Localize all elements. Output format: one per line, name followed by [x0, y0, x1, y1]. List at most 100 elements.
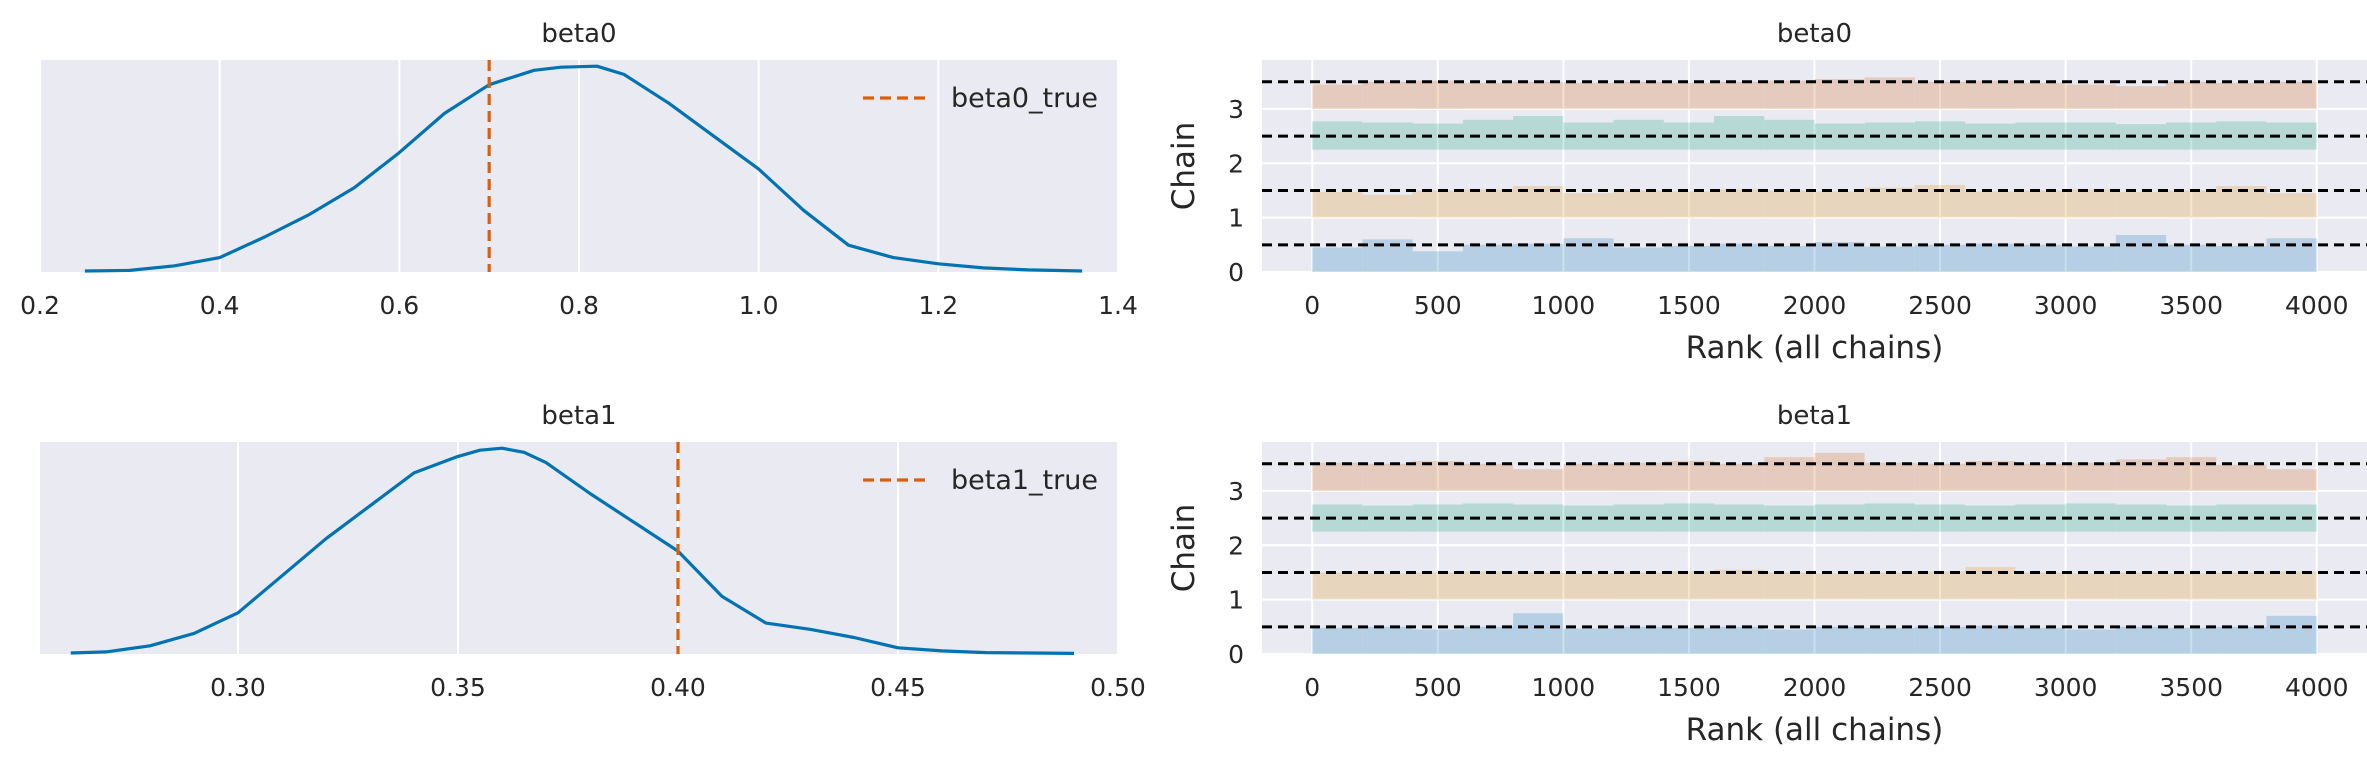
rank-bar-chain-3	[1814, 452, 1865, 491]
x-tick-label: 2500	[1908, 673, 1972, 702]
x-tick-label: 0.45	[870, 673, 926, 702]
rank-bar-chain-3	[1462, 463, 1514, 491]
rank-bar-chain-3	[1312, 84, 1363, 109]
rank-bar-chain-1	[2266, 193, 2317, 218]
rank-bar-chain-0	[1915, 244, 1966, 272]
rank-bar-chain-3	[2266, 469, 2317, 491]
rank-bar-chain-1	[2015, 572, 2066, 600]
rank-bar-chain-1	[1663, 571, 1714, 600]
rank-bar-chain-0	[1312, 247, 1363, 272]
plot-title: beta0	[541, 19, 616, 49]
rank-bar-chain-3	[1513, 81, 1564, 109]
rank-bar-chain-1	[1563, 193, 1614, 218]
rank-bar-chain-2	[1312, 504, 1363, 532]
rank-bar-chain-3	[2065, 462, 2116, 491]
rank-bar-chain-1	[1764, 190, 1815, 218]
rank-bar-chain-2	[2065, 503, 2116, 532]
rank-bar-chain-3	[1814, 79, 1865, 109]
x-tick-label: 2500	[1908, 291, 1972, 320]
rank-bar-chain-1	[2015, 190, 2066, 218]
x-tick-label: 1500	[1657, 673, 1721, 702]
rank-bar-chain-0	[1714, 243, 1765, 272]
kde-curve	[84, 64, 1083, 273]
x-tick-label: 1.4	[1098, 291, 1138, 320]
rank-bar-chain-3	[1663, 82, 1714, 109]
rank-bar-chain-2	[1714, 504, 1765, 532]
rank-bar-chain-0	[1764, 629, 1815, 654]
rank-bar-chain-3	[2065, 84, 2116, 109]
x-tick-label: 0.30	[210, 673, 266, 702]
rank-bar-chain-3	[1764, 80, 1815, 109]
rank-bar-chain-0	[1714, 626, 1765, 654]
rank-bar-chain-0	[2115, 235, 2167, 272]
rank-bar-chain-0	[1412, 251, 1463, 272]
rank-bar-chain-3	[1613, 81, 1664, 109]
x-tick-label: 0	[1304, 673, 1320, 702]
rank-bar-chain-3	[1563, 463, 1614, 491]
x-tick-label: 1000	[1532, 291, 1596, 320]
rank-bar-chain-2	[1663, 503, 1714, 532]
rank-bar-chain-1	[1613, 190, 1664, 218]
rank-bar-chain-2	[1312, 121, 1363, 150]
y-axis-label: Chain	[1166, 504, 1202, 593]
x-tick-label: 1500	[1657, 291, 1721, 320]
rank-bar-chain-3	[1613, 462, 1664, 491]
rank-bar-chain-3	[1563, 82, 1614, 109]
rank-bar-chain-2	[1362, 122, 1413, 150]
rank-bar-chain-3	[1362, 81, 1413, 109]
rank-bar-chain-3	[1714, 81, 1765, 109]
rank-bar-chain-1	[1462, 189, 1514, 218]
rank-bar-chain-2	[2065, 122, 2116, 150]
rank-bar-chain-1	[2166, 573, 2217, 600]
rank-bar-chain-1	[1362, 573, 1413, 600]
rank-bar-chain-0	[1915, 626, 1966, 654]
plot-title: beta1	[541, 401, 616, 431]
y-tick-label: 0	[1228, 258, 1244, 287]
rank-bar-chain-3	[1462, 82, 1514, 109]
rank-bar-chain-1	[1412, 572, 1463, 600]
rank-bar-chain-3	[1915, 81, 1966, 109]
rank-bar-chain-0	[1513, 243, 1564, 272]
rank-bar-chain-0	[1814, 242, 1865, 272]
rank-bar-chain-0	[1362, 239, 1413, 272]
y-axis-label: Chain	[1166, 122, 1202, 211]
rank-bar-chain-3	[2115, 86, 2167, 109]
rank-bar-chain-3	[1663, 461, 1714, 491]
rank-bar-chain-0	[2065, 246, 2116, 272]
x-tick-label: 1000	[1532, 673, 1596, 702]
rank-bar-chain-0	[1513, 613, 1564, 654]
plot-background	[40, 442, 1118, 654]
x-tick-label: 1.2	[918, 291, 958, 320]
x-tick-label: 500	[1414, 291, 1462, 320]
rank-bar-chain-0	[2065, 629, 2116, 654]
y-tick-label: 2	[1228, 149, 1244, 178]
rank-bar-chain-0	[1462, 244, 1514, 272]
rank-bar-chain-1	[2266, 571, 2317, 600]
rank-bar-chain-3	[2216, 464, 2267, 491]
rank-bar-chain-3	[1965, 461, 2016, 491]
rank-bar-chain-3	[2115, 459, 2167, 491]
rank-bar-chain-0	[1312, 627, 1363, 654]
x-tick-label: 4000	[2285, 673, 2349, 702]
rank-bar-chain-2	[1362, 505, 1413, 532]
rank-bar-chain-3	[2216, 82, 2267, 109]
rank-bar-chain-3	[1412, 80, 1463, 109]
x-tick-label: 4000	[2285, 291, 2349, 320]
rank-bar-chain-2	[2115, 124, 2167, 150]
legend-label: beta0_true	[951, 83, 1098, 114]
rank-bar-chain-2	[1513, 116, 1564, 150]
rank-bar-chain-1	[2065, 573, 2116, 600]
x-axis-label: Rank (all chains)	[1686, 330, 1944, 366]
rank-bar-chain-1	[1362, 194, 1413, 218]
x-tick-label: 0.4	[200, 291, 240, 320]
x-tick-label: 0.2	[20, 291, 60, 320]
rank-bar-chain-0	[1864, 246, 1915, 272]
x-tick-label: 500	[1414, 673, 1462, 702]
x-tick-label: 0.6	[379, 291, 419, 320]
kde_beta1-axes: beta1 0.30 0.35 0.40 0.45 0.50 beta1_true	[40, 401, 1146, 702]
rank-bar-chain-0	[1613, 626, 1664, 654]
x-axis-label: Rank (all chains)	[1686, 712, 1944, 748]
rank-bar-chain-1	[1513, 572, 1564, 600]
rank-bar-chain-3	[2166, 81, 2217, 109]
rank-bar-chain-1	[1864, 187, 1915, 218]
